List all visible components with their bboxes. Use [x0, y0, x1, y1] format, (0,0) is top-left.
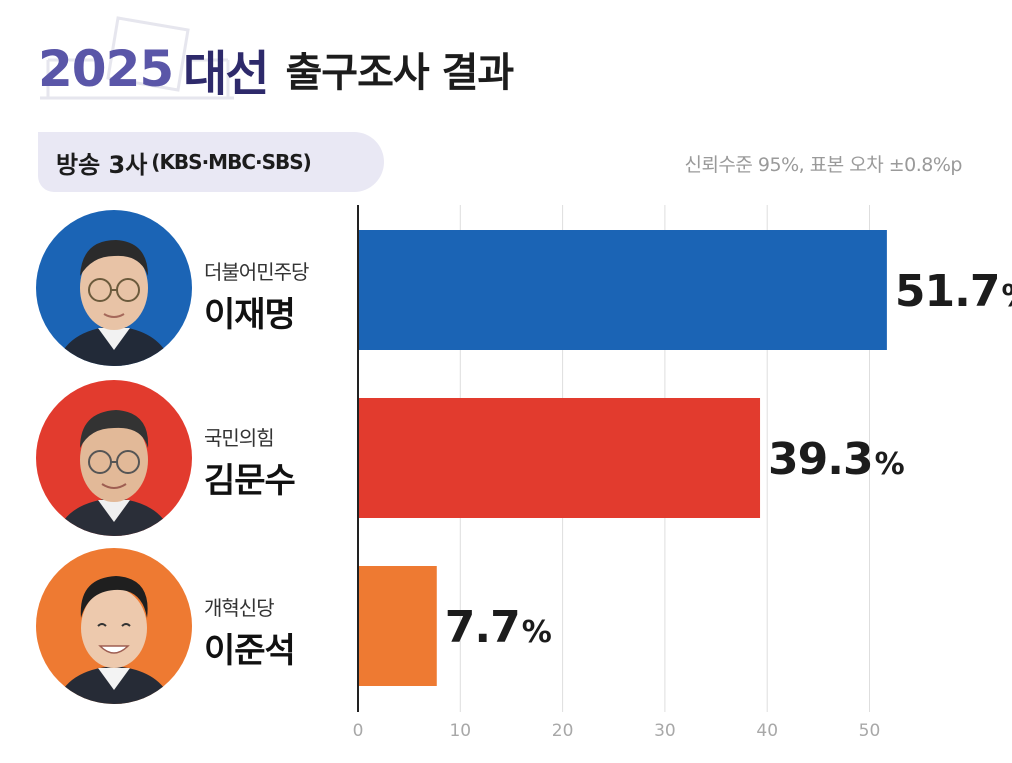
page-title: 2025 대선 출구조사 결과 [38, 34, 515, 104]
party-name: 국민의힘 [204, 426, 275, 450]
party-name: 개혁신당 [204, 596, 275, 620]
value-number: 39.3 [768, 434, 873, 485]
value-unit: % [522, 615, 552, 650]
x-tick-label: 50 [859, 721, 881, 741]
candidate-1-label: 더불어민주당 이재명 [204, 256, 309, 336]
party-name: 더불어민주당 [204, 260, 309, 284]
value-unit: % [875, 447, 905, 482]
bar-3 [358, 566, 437, 686]
margin-of-error-note: 신뢰수준 95%, 표본 오차 ±0.8%p [684, 154, 962, 176]
value-label-1: 51.7% [895, 266, 1012, 317]
ballot-box-icon [40, 16, 234, 100]
candidate-name: 이준석 [204, 631, 296, 671]
value-number: 51.7 [895, 266, 1000, 317]
candidate-name: 이재명 [204, 295, 296, 335]
x-tick-label: 30 [654, 721, 676, 741]
candidate-photo-3 [36, 548, 192, 704]
x-tick-label: 0 [353, 721, 364, 741]
bar-2 [358, 398, 761, 518]
candidate-photo-1 [36, 210, 192, 366]
source-badge: 방송 3사 (KBS·MBC·SBS) [38, 132, 384, 192]
title-subtitle: 출구조사 결과 [285, 50, 515, 96]
x-tick-label: 40 [756, 721, 778, 741]
candidate-3-label: 개혁신당 이준석 [204, 592, 296, 672]
bar-1 [358, 230, 887, 350]
source-stations: (KBS·MBC·SBS) [151, 150, 311, 174]
candidate-name: 김문수 [204, 461, 296, 501]
title-year: 2025 [38, 40, 174, 98]
x-tick-label: 20 [552, 721, 574, 741]
value-unit: % [1001, 279, 1012, 314]
candidate-photo-2 [36, 380, 192, 536]
value-number: 7.7 [445, 602, 520, 653]
title-election: 대선 [183, 46, 269, 102]
source-label: 방송 3사 [56, 150, 148, 179]
x-tick-label: 10 [449, 721, 471, 741]
candidate-2-label: 국민의힘 김문수 [204, 422, 296, 502]
value-label-2: 39.3% [768, 434, 905, 485]
value-label-3: 7.7% [445, 602, 552, 653]
